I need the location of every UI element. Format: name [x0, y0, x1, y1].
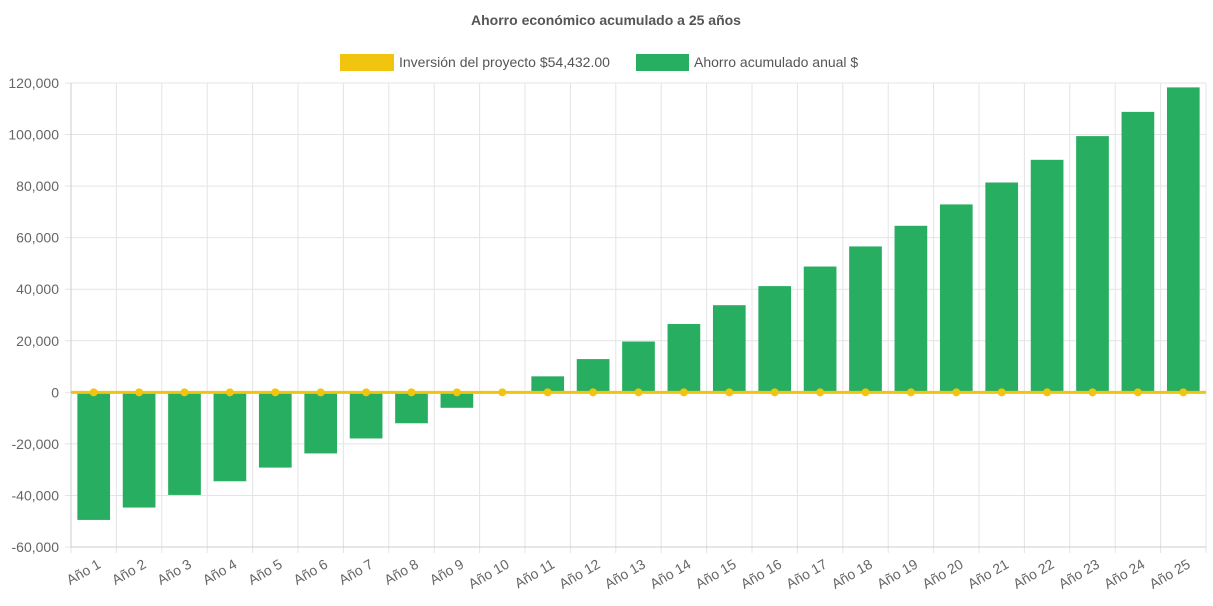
- x-tick-label: Año 14: [647, 556, 694, 592]
- bar[interactable]: [531, 376, 565, 393]
- x-tick-label: Año 5: [245, 556, 285, 588]
- bar[interactable]: [304, 392, 338, 454]
- legend: Inversión del proyecto $54,432.00 Ahorro…: [340, 54, 858, 71]
- legend-label-inversion: Inversión del proyecto $54,432.00: [399, 54, 610, 70]
- x-tick-label: Año 17: [783, 556, 830, 592]
- bar[interactable]: [168, 392, 201, 495]
- y-tick-label: 20,000: [16, 333, 59, 349]
- legend-swatch-ahorro: [636, 54, 689, 71]
- line-point[interactable]: [1133, 388, 1142, 397]
- x-tick-label: Año 11: [512, 556, 558, 592]
- line-point[interactable]: [725, 388, 734, 397]
- line-point[interactable]: [452, 388, 461, 397]
- y-tick-label: -60,000: [12, 539, 60, 555]
- bar[interactable]: [803, 266, 837, 393]
- line-point[interactable]: [816, 388, 825, 397]
- bar[interactable]: [849, 246, 882, 393]
- line-point[interactable]: [543, 388, 552, 397]
- bar[interactable]: [985, 182, 1019, 393]
- line-point[interactable]: [952, 388, 961, 397]
- chart-title: Ahorro económico acumulado a 25 años: [471, 12, 741, 28]
- bar[interactable]: [667, 324, 701, 393]
- y-tick-label: 80,000: [16, 178, 59, 194]
- y-tick-label: -20,000: [12, 436, 60, 452]
- y-tick-label: 40,000: [16, 281, 59, 297]
- x-tick-label: Año 1: [64, 556, 104, 588]
- bar[interactable]: [395, 392, 428, 424]
- grid: [65, 82, 1207, 553]
- bar[interactable]: [894, 225, 928, 393]
- bar[interactable]: [440, 392, 474, 408]
- bar[interactable]: [77, 392, 111, 520]
- line-point[interactable]: [906, 388, 915, 397]
- bar[interactable]: [258, 392, 292, 468]
- x-tick-label: Año 10: [465, 556, 512, 592]
- bar[interactable]: [1030, 159, 1064, 393]
- line-series: [71, 388, 1206, 397]
- line-point[interactable]: [1043, 388, 1052, 397]
- bar[interactable]: [622, 341, 655, 393]
- bar[interactable]: [576, 359, 610, 393]
- x-tick-label: Año 9: [427, 556, 467, 588]
- bar[interactable]: [758, 286, 792, 393]
- y-tick-label: 120,000: [8, 75, 59, 91]
- bar[interactable]: [1076, 136, 1109, 393]
- x-tick-label: Año 23: [1056, 556, 1103, 592]
- y-axis-ticks: 120,000 100,000 80,000 60,000 40,000 20,000 0 -…: [8, 75, 59, 555]
- line-point[interactable]: [770, 388, 779, 397]
- bar[interactable]: [1121, 111, 1155, 393]
- x-tick-label: Año 19: [874, 556, 921, 592]
- x-tick-label: Año 2: [109, 556, 149, 588]
- x-tick-label: Año 7: [336, 556, 376, 588]
- line-point[interactable]: [679, 388, 688, 397]
- y-tick-label: -40,000: [12, 487, 60, 503]
- x-tick-label: Año 20: [919, 556, 966, 592]
- x-tick-label: Año 6: [291, 556, 331, 588]
- y-tick-label: 100,000: [8, 127, 59, 143]
- bar[interactable]: [122, 392, 156, 508]
- line-point[interactable]: [180, 388, 189, 397]
- x-tick-label: Año 15: [692, 556, 739, 592]
- x-tick-label: Año 21: [965, 556, 1012, 592]
- line-point[interactable]: [498, 388, 507, 397]
- line-point[interactable]: [362, 388, 371, 397]
- bars: [77, 87, 1200, 520]
- x-axis-ticks: Año 1 Año 2 Año 3 Año 4 Año 5 Año 6 Año 7 Año 8…: [64, 556, 1193, 592]
- x-tick-label: Año 22: [1010, 556, 1057, 592]
- line-point[interactable]: [1088, 388, 1097, 397]
- line-point[interactable]: [225, 388, 234, 397]
- legend-swatch-inversion: [340, 54, 394, 71]
- line-point[interactable]: [861, 388, 870, 397]
- line-point[interactable]: [271, 388, 280, 397]
- line-point[interactable]: [135, 388, 144, 397]
- legend-item-ahorro[interactable]: Ahorro acumulado anual $: [636, 54, 858, 71]
- y-tick-label: 60,000: [16, 230, 59, 246]
- x-tick-label: Año 18: [829, 556, 876, 592]
- x-tick-label: Año 16: [738, 556, 785, 592]
- x-tick-label: Año 24: [1101, 556, 1148, 592]
- bar[interactable]: [712, 305, 746, 393]
- x-tick-label: Año 12: [556, 556, 603, 592]
- x-tick-label: Año 25: [1146, 556, 1193, 592]
- line-point[interactable]: [316, 388, 325, 397]
- line-point[interactable]: [407, 388, 416, 397]
- y-tick-label: 0: [51, 384, 59, 400]
- x-tick-label: Año 3: [154, 556, 194, 588]
- bar[interactable]: [349, 392, 383, 439]
- x-tick-label: Año 4: [200, 556, 240, 588]
- line-point[interactable]: [997, 388, 1006, 397]
- line-point[interactable]: [1179, 388, 1188, 397]
- bar[interactable]: [213, 392, 247, 482]
- legend-item-inversion[interactable]: Inversión del proyecto $54,432.00: [340, 54, 610, 71]
- legend-label-ahorro: Ahorro acumulado anual $: [694, 54, 858, 70]
- x-tick-label: Año 8: [381, 556, 421, 588]
- line-point[interactable]: [589, 388, 598, 397]
- bar[interactable]: [1166, 87, 1200, 393]
- x-tick-label: Año 13: [602, 556, 649, 592]
- line-point[interactable]: [89, 388, 98, 397]
- line-point[interactable]: [634, 388, 643, 397]
- bar[interactable]: [939, 204, 973, 393]
